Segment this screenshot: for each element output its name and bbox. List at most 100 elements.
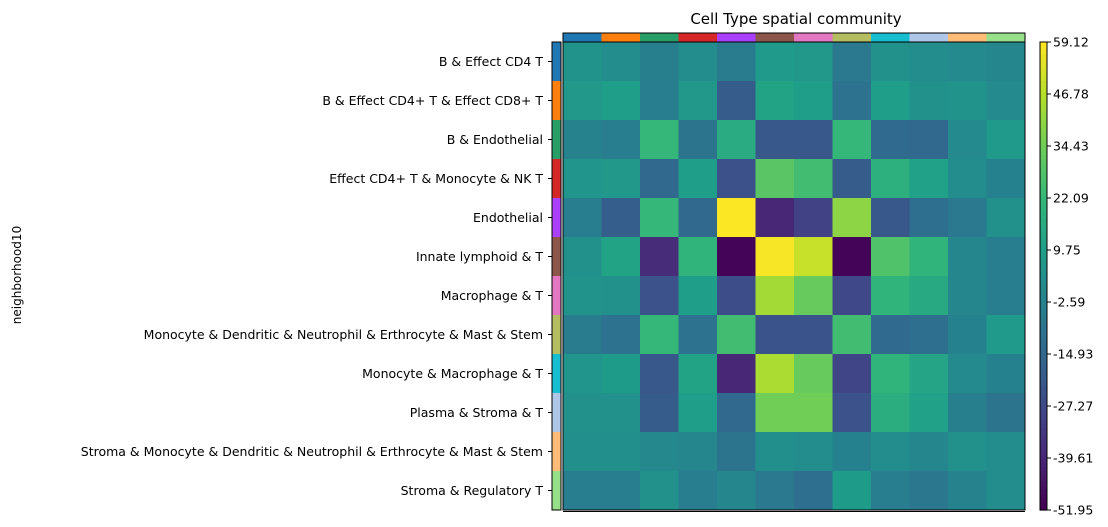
colorbar-segment [1040,295,1047,300]
colorbar-tick-label: 46.78 [1053,87,1089,102]
colorbar-segment [1040,439,1047,445]
column-color-swatch [832,33,871,42]
heatmap-cell [871,276,910,316]
heatmap-cell [717,354,756,394]
colorbar-segment [1040,408,1047,414]
heatmap-cell [563,393,602,433]
colorbar-segment [1040,474,1047,480]
heatmap-cell [948,81,987,121]
colorbar-segment [1040,478,1047,484]
colorbar-segment [1040,190,1047,195]
heatmap-cell [794,315,833,355]
heatmap-cell [601,315,641,355]
heatmap-cell [755,315,795,355]
heatmap-cell [832,42,872,82]
colorbar-segment [1040,69,1047,74]
heatmap-cell [909,471,949,511]
colorbar-segment [1040,84,1047,90]
heatmap-cell [909,120,949,160]
colorbar-segment [1040,225,1047,230]
heatmap-cell [871,120,910,160]
heatmap-cell [717,276,756,316]
heatmap-cell [755,159,795,199]
row-color-swatch [552,276,561,315]
row-color-swatch [552,432,561,471]
colorbar-segment [1040,373,1047,378]
heatmap-cell [640,276,679,316]
column-color-swatch [755,33,794,42]
heatmap-cell [909,432,949,472]
colorbar-segment [1040,217,1047,222]
colorbar-segment [1040,213,1047,219]
column-color-swatch [563,33,602,42]
heatmap-cell [871,81,910,121]
heatmap-cell [755,120,795,160]
heatmap-cell [563,198,602,238]
colorbar-segment [1040,264,1047,269]
colorbar-segment [1040,381,1047,386]
heatmap-cell [717,315,756,355]
colorbar-segment [1040,73,1047,78]
heatmap-cell [832,159,872,199]
heatmap-cell [871,237,910,277]
colorbar-segment [1040,424,1047,429]
heatmap-cell [832,81,872,121]
colorbar-segment [1040,393,1047,398]
colorbar-segment [1040,432,1047,437]
colorbar-segment [1040,268,1047,273]
heatmap-cell [948,432,987,472]
colorbar-segment [1040,389,1047,394]
colorbar-segment [1040,162,1047,168]
heatmap-cell [986,237,1026,277]
colorbar-segment [1040,45,1047,51]
heatmap-cell [871,393,910,433]
heatmap-cell [601,120,641,160]
heatmap-cell [601,393,641,433]
heatmap-cell [678,159,718,199]
column-color-swatch [909,33,948,42]
heatmap-cell [909,393,949,433]
colorbar-segment [1040,299,1047,304]
colorbar-segment [1040,307,1047,312]
colorbar-segment [1040,65,1047,70]
heatmap-cell [640,159,679,199]
colorbar-segment [1040,240,1047,246]
colorbar-segment [1040,342,1047,347]
y-tick-label: Stroma & Regulatory T [401,483,544,498]
y-tick-label: Monocyte & Macrophage & T [362,366,543,381]
colorbar-segment [1040,194,1047,199]
heatmap-cell [717,237,756,277]
heatmap-cell [678,276,718,316]
heatmap-cell [909,159,949,199]
heatmap-cell [832,315,872,355]
heatmap-cell [601,81,641,121]
colorbar-segment [1040,42,1047,47]
heatmap-cell [640,393,679,433]
colorbar-segment [1040,88,1047,94]
heatmap-cell [755,393,795,433]
heatmap-cell [794,276,833,316]
colorbar-segment [1040,229,1047,234]
colorbar-segment [1040,498,1047,503]
heatmap-cell [986,198,1026,238]
heatmap-cell [871,471,910,511]
heatmap-cell [717,159,756,199]
heatmap-cell [832,198,872,238]
colorbar-segment [1040,104,1047,109]
colorbar-segment [1040,272,1047,277]
colorbar-tick-label: 9.75 [1053,243,1081,258]
heatmap-cell [717,120,756,160]
row-color-swatch [552,42,561,81]
heatmap-cell [948,159,987,199]
heatmap-cell [909,81,949,121]
heatmap-cell [563,120,602,160]
colorbar-segment [1040,459,1047,464]
colorbar-segment [1040,447,1047,453]
heatmap-cell [640,81,679,121]
colorbar-segment [1040,291,1047,297]
colorbar-segment [1040,221,1047,226]
colorbar-tick-label: -2.59 [1053,295,1085,310]
heatmap-cell [794,393,833,433]
colorbar-segment [1040,256,1047,261]
heatmap-cell [794,432,833,472]
